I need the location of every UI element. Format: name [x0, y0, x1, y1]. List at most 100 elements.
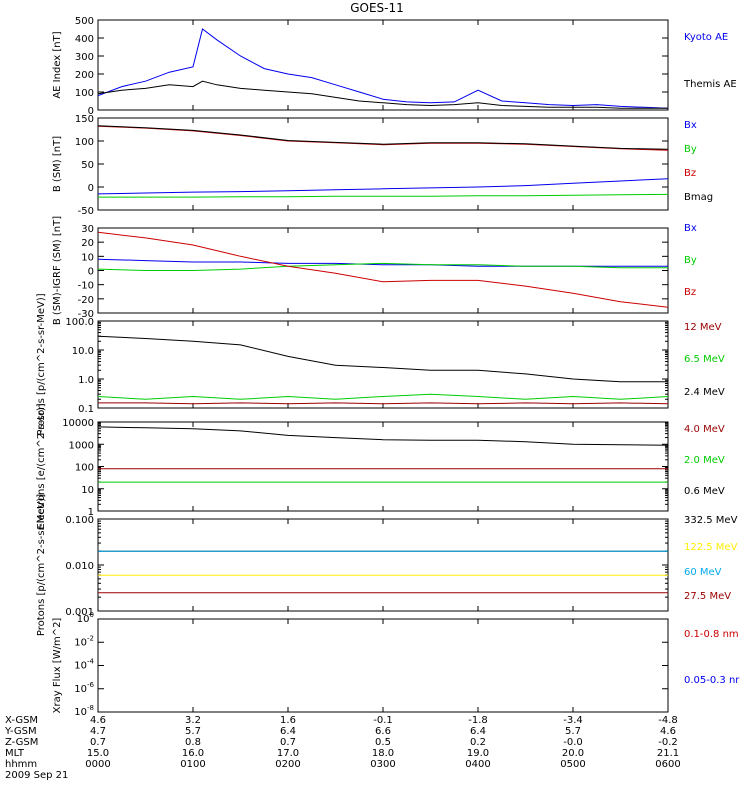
ephemeris-value: 1.6 [280, 715, 296, 726]
y-tick-label: 10.0 [72, 346, 94, 357]
panel-6: 0.001 0.010 0.100 Protons [p/(cm^2-s-sr-MeV… [36, 494, 738, 636]
y-axis-label: B (SM)-IGRF (SM) [nT] [52, 216, 63, 325]
ephemeris-value: 0500 [560, 759, 585, 770]
y-tick-label: -30 [78, 309, 94, 320]
legend-label: 2.0 MeV [684, 455, 725, 466]
legend-label: 122.5 MeV [684, 542, 738, 553]
ephemeris-value: 0.7 [90, 737, 106, 748]
y-tick-label: 10-2 [74, 634, 94, 648]
y-tick-label: 200 [75, 70, 94, 81]
ephemeris-value: -1.8 [468, 715, 488, 726]
y-axis-label: Electrons [e/(cm^2-s-sr)] [36, 403, 47, 529]
panel-frame [97, 19, 669, 111]
ephemeris-label: MLT [5, 748, 25, 759]
y-tick-label: 0.1 [78, 404, 94, 415]
ephemeris-value: 5.7 [185, 726, 201, 737]
ephemeris-value: -0.0 [563, 737, 583, 748]
series-line-bx [98, 258, 668, 267]
legend-label: By [684, 255, 697, 266]
series-line-kyoto-ae [98, 28, 668, 109]
ephemeris-value: 19.0 [467, 748, 489, 759]
y-tick-label: 0.001 [65, 607, 94, 618]
panel-frame [97, 618, 669, 713]
series-line-bmag [98, 125, 668, 150]
y-axis-label: B (SM) [nT] [52, 136, 63, 192]
ephemeris-label: 2009 Sep 21 [5, 770, 68, 781]
ephemeris-value: -0.2 [658, 737, 678, 748]
y-tick-label: 1.0 [78, 375, 94, 386]
y-tick-label: 20 [81, 238, 94, 249]
ephemeris-value: 0.7 [280, 737, 296, 748]
y-tick-label: 1 [88, 507, 94, 518]
ephemeris-value: 5.7 [565, 726, 581, 737]
legend-label: 4.0 MeV [684, 424, 725, 435]
legend-label: Bx [684, 120, 697, 131]
y-axis-label: Xray Flux [W/m^2] [52, 618, 63, 714]
series-line-12-mev [98, 402, 668, 405]
legend-label: 12 MeV [684, 322, 722, 333]
legend-label: 0.05-0.3 nr [684, 675, 740, 686]
series-line-themis-ae [98, 80, 668, 109]
legend-label: Bz [684, 287, 696, 298]
legend-label: Themis AE [683, 79, 737, 90]
ephemeris-value: 0200 [275, 759, 300, 770]
series-line-by [98, 262, 668, 271]
ephemeris-value: 0100 [180, 759, 205, 770]
y-tick-label: -50 [78, 206, 94, 217]
series-line-0-6-mev [98, 426, 668, 446]
y-tick-label: 150 [75, 114, 94, 125]
y-axis-label: Protons [p/(cm^2-s-sr-MeV)] [36, 494, 47, 636]
ephemeris-value: 6.4 [470, 726, 486, 737]
chart-title: GOES-11 [350, 1, 404, 15]
y-tick-label: -10 [78, 281, 94, 292]
y-tick-label: 0.100 [65, 515, 94, 526]
legend-label: By [684, 144, 697, 155]
series-line-6-5-mev [98, 393, 668, 400]
ephemeris-value: 15.0 [87, 748, 109, 759]
ephemeris-label: Y-GSM [4, 726, 37, 737]
y-tick-label: 30 [81, 224, 94, 235]
ephemeris-value: 0.2 [470, 737, 486, 748]
panel-7: 10-8 10-6 10-4 10-2 100 Xray Flux [W/m^2] 0.1-… [52, 611, 740, 718]
y-axis-label: AE Index [nT] [52, 31, 63, 98]
y-tick-label: 500 [75, 16, 94, 27]
legend-label: 0.1-0.8 nm [684, 629, 739, 640]
series-line-by [98, 193, 668, 198]
ephemeris-value: 4.7 [90, 726, 106, 737]
ephemeris-value: 0300 [370, 759, 395, 770]
ephemeris-value: 4.6 [90, 715, 106, 726]
panel-frame [97, 320, 669, 409]
ephemeris-value: 18.0 [372, 748, 394, 759]
y-tick-label: 100 [77, 611, 94, 625]
y-tick-label: 0 [88, 106, 94, 117]
y-tick-label: -20 [78, 295, 94, 306]
panel-4: 0.1 1.0 10.0 100.0 Protons [p/(cm^2-s-sr-MeV… [36, 293, 725, 435]
y-tick-label: 100 [75, 137, 94, 148]
series-line-2-4-mev [98, 335, 668, 383]
ephemeris-label: hhmm [5, 759, 37, 770]
y-tick-label: 10-4 [74, 658, 94, 672]
y-tick-label: 400 [75, 34, 94, 45]
legend-label: Bmag [684, 192, 713, 203]
panel-1: 0 100 200 300 400 500 AE Index [nT] Kyoto AE The… [52, 16, 737, 117]
panel-frame [97, 421, 669, 512]
y-tick-label: 0.010 [65, 561, 94, 572]
y-tick-label: 10-6 [74, 681, 94, 695]
ephemeris-value: 6.6 [375, 726, 391, 737]
legend-label: 27.5 MeV [684, 591, 731, 602]
ephemeris-value: 0600 [655, 759, 680, 770]
panel-frame [97, 518, 669, 612]
legend-label: 60 MeV [684, 567, 722, 578]
legend-label: 0.6 MeV [684, 486, 725, 497]
ephemeris-value: 16.0 [182, 748, 204, 759]
y-axis-label: Protons [p/(cm^2-s-sr-MeV)] [36, 293, 47, 435]
ephemeris-value: 17.0 [277, 748, 299, 759]
legend-label: 332.5 MeV [684, 515, 738, 526]
ephemeris-value: 3.2 [185, 715, 201, 726]
y-tick-label: 1000 [69, 440, 94, 451]
series-line-bx [98, 178, 668, 195]
y-tick-label: 100.0 [65, 317, 94, 328]
y-tick-label: 100 [75, 463, 94, 474]
legend-label: 2.4 MeV [684, 387, 725, 398]
